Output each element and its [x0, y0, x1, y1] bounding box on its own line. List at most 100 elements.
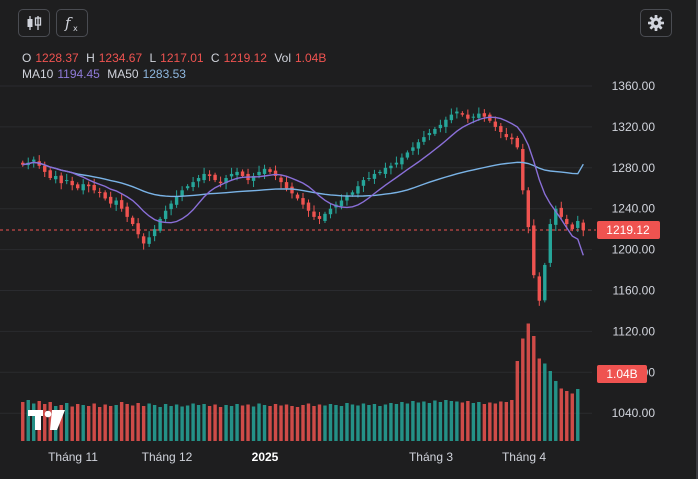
volume-bar — [383, 404, 388, 441]
volume-bar — [532, 336, 536, 441]
volume-bar — [493, 403, 498, 441]
volume-bar — [108, 406, 113, 441]
volume-bar — [290, 406, 294, 441]
svg-text:f: f — [64, 14, 73, 32]
volume-bar — [125, 404, 129, 441]
candle-body — [504, 134, 509, 138]
low-value: 1217.01 — [160, 51, 204, 65]
volume-bar — [554, 381, 558, 441]
time-tick-label: Tháng 4 — [502, 450, 546, 464]
volume-bar — [537, 358, 541, 441]
tradingview-logo — [28, 410, 65, 430]
candle-body — [389, 165, 393, 169]
volume-bar — [482, 404, 487, 441]
indicators-button[interactable]: f x — [56, 9, 88, 37]
candle-body — [312, 211, 316, 217]
volume-bar — [339, 406, 344, 441]
candle-body — [493, 121, 498, 127]
high-value: 1234.67 — [98, 51, 143, 65]
candle-body — [180, 190, 184, 197]
volume-bar — [576, 389, 580, 441]
volume-bar — [229, 406, 234, 441]
svg-text:x: x — [73, 24, 78, 32]
candle-body — [114, 200, 118, 205]
volume-bar — [213, 404, 217, 441]
volume-bar — [279, 405, 283, 441]
volume-bar — [433, 400, 437, 441]
candle-body — [125, 206, 129, 217]
candle-body — [350, 192, 355, 195]
volume-bar — [218, 407, 223, 441]
volume-bar — [328, 404, 333, 441]
candle-body — [268, 169, 272, 172]
candle-body — [323, 213, 327, 221]
volume-bar — [350, 404, 355, 441]
candle-body — [367, 178, 371, 180]
candle-body — [372, 173, 377, 179]
volume-bar — [378, 406, 382, 441]
candle-body — [383, 167, 388, 174]
volume-bar — [449, 401, 454, 441]
candle-body — [284, 182, 289, 189]
open-value: 1228.37 — [35, 51, 79, 65]
candle-body — [565, 218, 569, 225]
candle-body — [235, 171, 239, 176]
candle-body — [345, 196, 349, 201]
grid — [0, 85, 592, 414]
candle-body — [559, 207, 563, 217]
volume-bar — [466, 401, 470, 441]
volume-bar — [565, 391, 569, 441]
volume-bar — [444, 400, 448, 441]
candle-body — [526, 190, 531, 228]
candle-body — [21, 162, 25, 165]
volume-bar — [499, 401, 503, 441]
volume-bar — [301, 405, 305, 441]
candle-body — [306, 202, 311, 211]
volume-bar — [515, 361, 520, 441]
volume-bar — [251, 406, 256, 441]
volume-bar — [559, 388, 563, 441]
volume-bar — [246, 404, 250, 441]
candle-body — [394, 162, 399, 165]
volume-bar — [323, 405, 327, 441]
volume-bar — [26, 400, 30, 441]
candle-body — [339, 200, 344, 207]
price-tick-label: 1160.00 — [613, 284, 656, 298]
candle-body — [54, 175, 58, 180]
candle-body — [543, 264, 547, 301]
candle-body — [515, 137, 520, 148]
volume-bar — [543, 363, 547, 441]
candlestick-type-button[interactable] — [18, 9, 50, 37]
volume-bar — [202, 404, 206, 441]
candle-body — [251, 175, 256, 181]
volume-bar — [114, 405, 118, 441]
volume-bar — [460, 402, 465, 441]
settings-button[interactable] — [640, 9, 672, 37]
volume-bar — [65, 403, 69, 441]
volume-bar — [400, 402, 404, 441]
volume-bar — [394, 404, 399, 441]
volume-bar — [488, 402, 492, 441]
candle-body — [361, 180, 366, 186]
volume-bar — [334, 405, 338, 441]
close-value: 1219.12 — [223, 51, 267, 65]
candles — [21, 107, 585, 306]
volume-bar — [158, 407, 162, 441]
ohlc-legend: O 1228.37 H 1234.67 L 1217.01 C 1219.12 Vol 1… — [22, 51, 330, 65]
price-tick-label: 1320.00 — [612, 120, 656, 134]
candle-body — [147, 237, 151, 244]
volume-bar — [262, 405, 267, 441]
candle-body — [32, 159, 36, 162]
candle-body — [510, 137, 514, 140]
candle-body — [81, 184, 85, 191]
volume-bar — [191, 403, 195, 441]
volume-bar — [477, 402, 481, 441]
volume-bar — [224, 405, 228, 441]
candle-body — [290, 186, 294, 194]
low-label: L — [149, 51, 157, 65]
candle-body — [163, 210, 168, 219]
volume-bar — [422, 401, 426, 441]
volume-bar — [180, 406, 184, 441]
